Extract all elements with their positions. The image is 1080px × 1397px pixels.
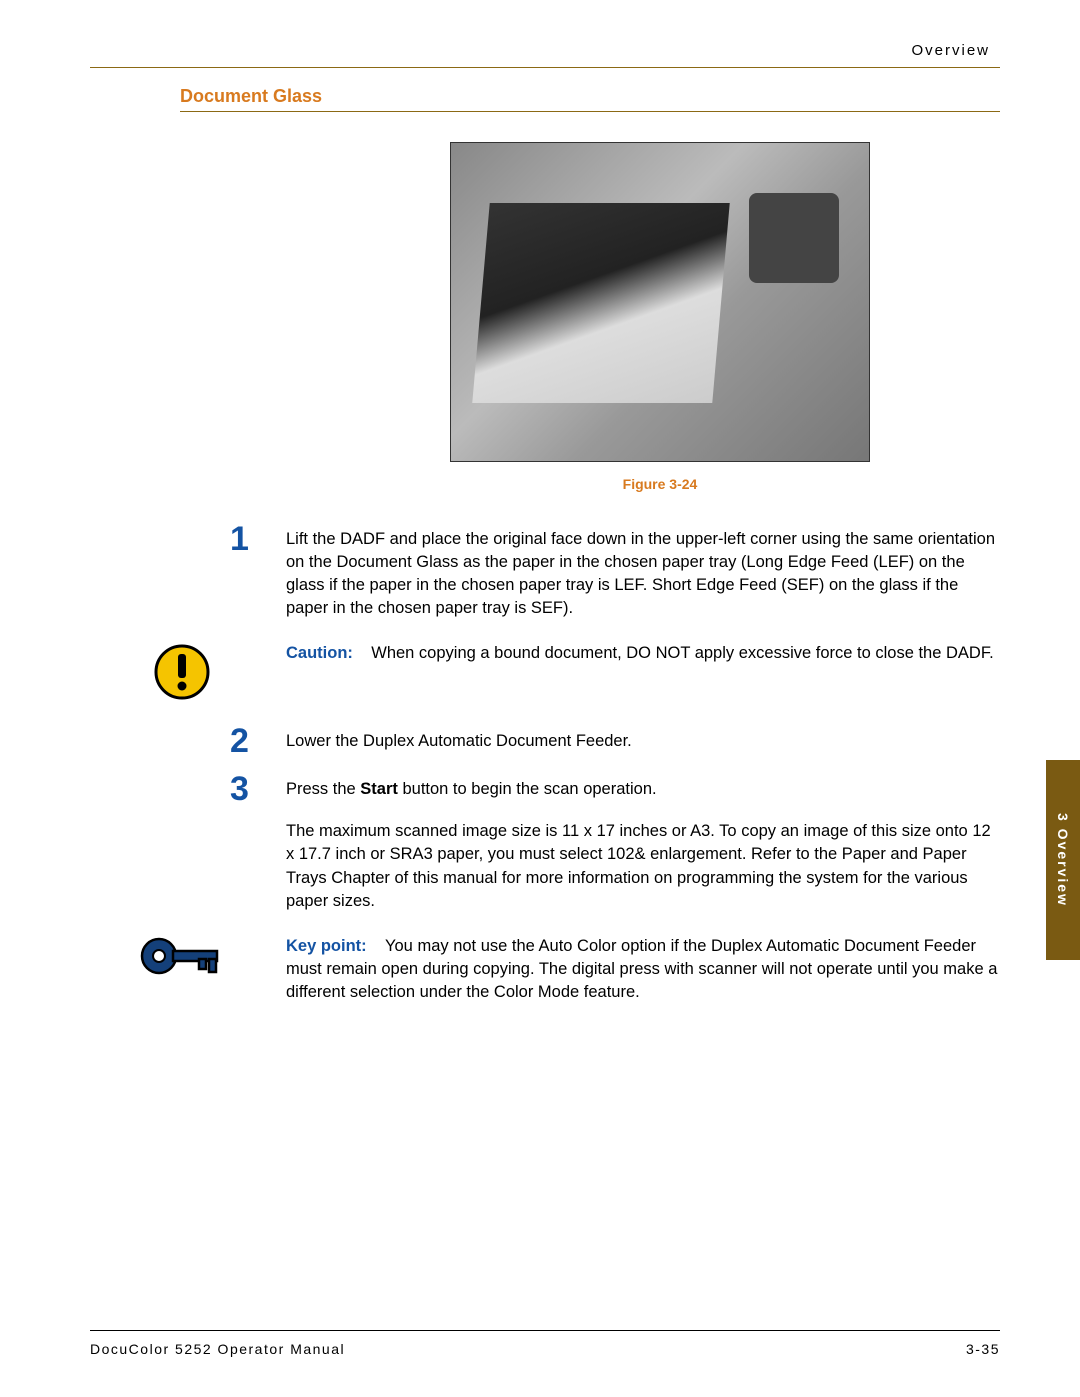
side-tab: 3 Overview [1046, 760, 1080, 960]
caution-label: Caution: [286, 644, 353, 662]
figure-image-placeholder [450, 142, 870, 462]
footer-row: DocuColor 5252 Operator Manual 3-35 [90, 1341, 1000, 1357]
caution-icon-col [134, 642, 230, 702]
step-3: 3 Press the Start button to begin the sc… [230, 772, 1000, 806]
figure-block: Figure 3-24 [320, 142, 1000, 492]
key-icon [139, 935, 225, 977]
keypoint-label: Key point: [286, 937, 367, 955]
step-1: 1 Lift the DADF and place the original f… [230, 522, 1000, 620]
step-number: 2 [230, 724, 286, 758]
top-divider [90, 67, 1000, 68]
caution-icon [152, 642, 212, 702]
step3-text-a: Press the [286, 780, 360, 798]
footer-divider [90, 1330, 1000, 1331]
section-divider [180, 111, 1000, 112]
page-container: Overview Document Glass Figure 3-24 1 Li… [0, 0, 1080, 1397]
caution-body: When copying a bound document, DO NOT ap… [371, 644, 993, 662]
keypoint-icon-col [134, 935, 230, 977]
step-number: 1 [230, 522, 286, 556]
keypoint-body: You may not use the Auto Color option if… [286, 937, 997, 1001]
footer-left: DocuColor 5252 Operator Manual [90, 1341, 345, 1357]
keypoint-block: Key point: You may not use the Auto Colo… [230, 935, 1000, 1004]
step-number: 3 [230, 772, 286, 806]
figure-caption: Figure 3-24 [623, 476, 698, 492]
section-title: Document Glass [180, 86, 1000, 107]
step3-text-b: button to begin the scan operation. [398, 780, 657, 798]
header-section-label: Overview [90, 42, 1000, 59]
step-2: 2 Lower the Duplex Automatic Document Fe… [230, 724, 1000, 758]
footer-right: 3-35 [966, 1341, 1000, 1357]
body-paragraph: The maximum scanned image size is 11 x 1… [286, 820, 1000, 912]
step3-bold: Start [360, 780, 398, 798]
step-text: Lift the DADF and place the original fac… [286, 522, 1000, 620]
page-footer: DocuColor 5252 Operator Manual 3-35 [90, 1330, 1000, 1357]
content-area: 1 Lift the DADF and place the original f… [230, 522, 1000, 1004]
caution-text: Caution: When copying a bound document, … [286, 642, 994, 665]
keypoint-text: Key point: You may not use the Auto Colo… [286, 935, 1000, 1004]
step-text: Lower the Duplex Automatic Document Feed… [286, 724, 632, 753]
step-text: Press the Start button to begin the scan… [286, 772, 657, 801]
caution-block: Caution: When copying a bound document, … [230, 642, 1000, 702]
side-tab-text: 3 Overview [1055, 813, 1071, 907]
